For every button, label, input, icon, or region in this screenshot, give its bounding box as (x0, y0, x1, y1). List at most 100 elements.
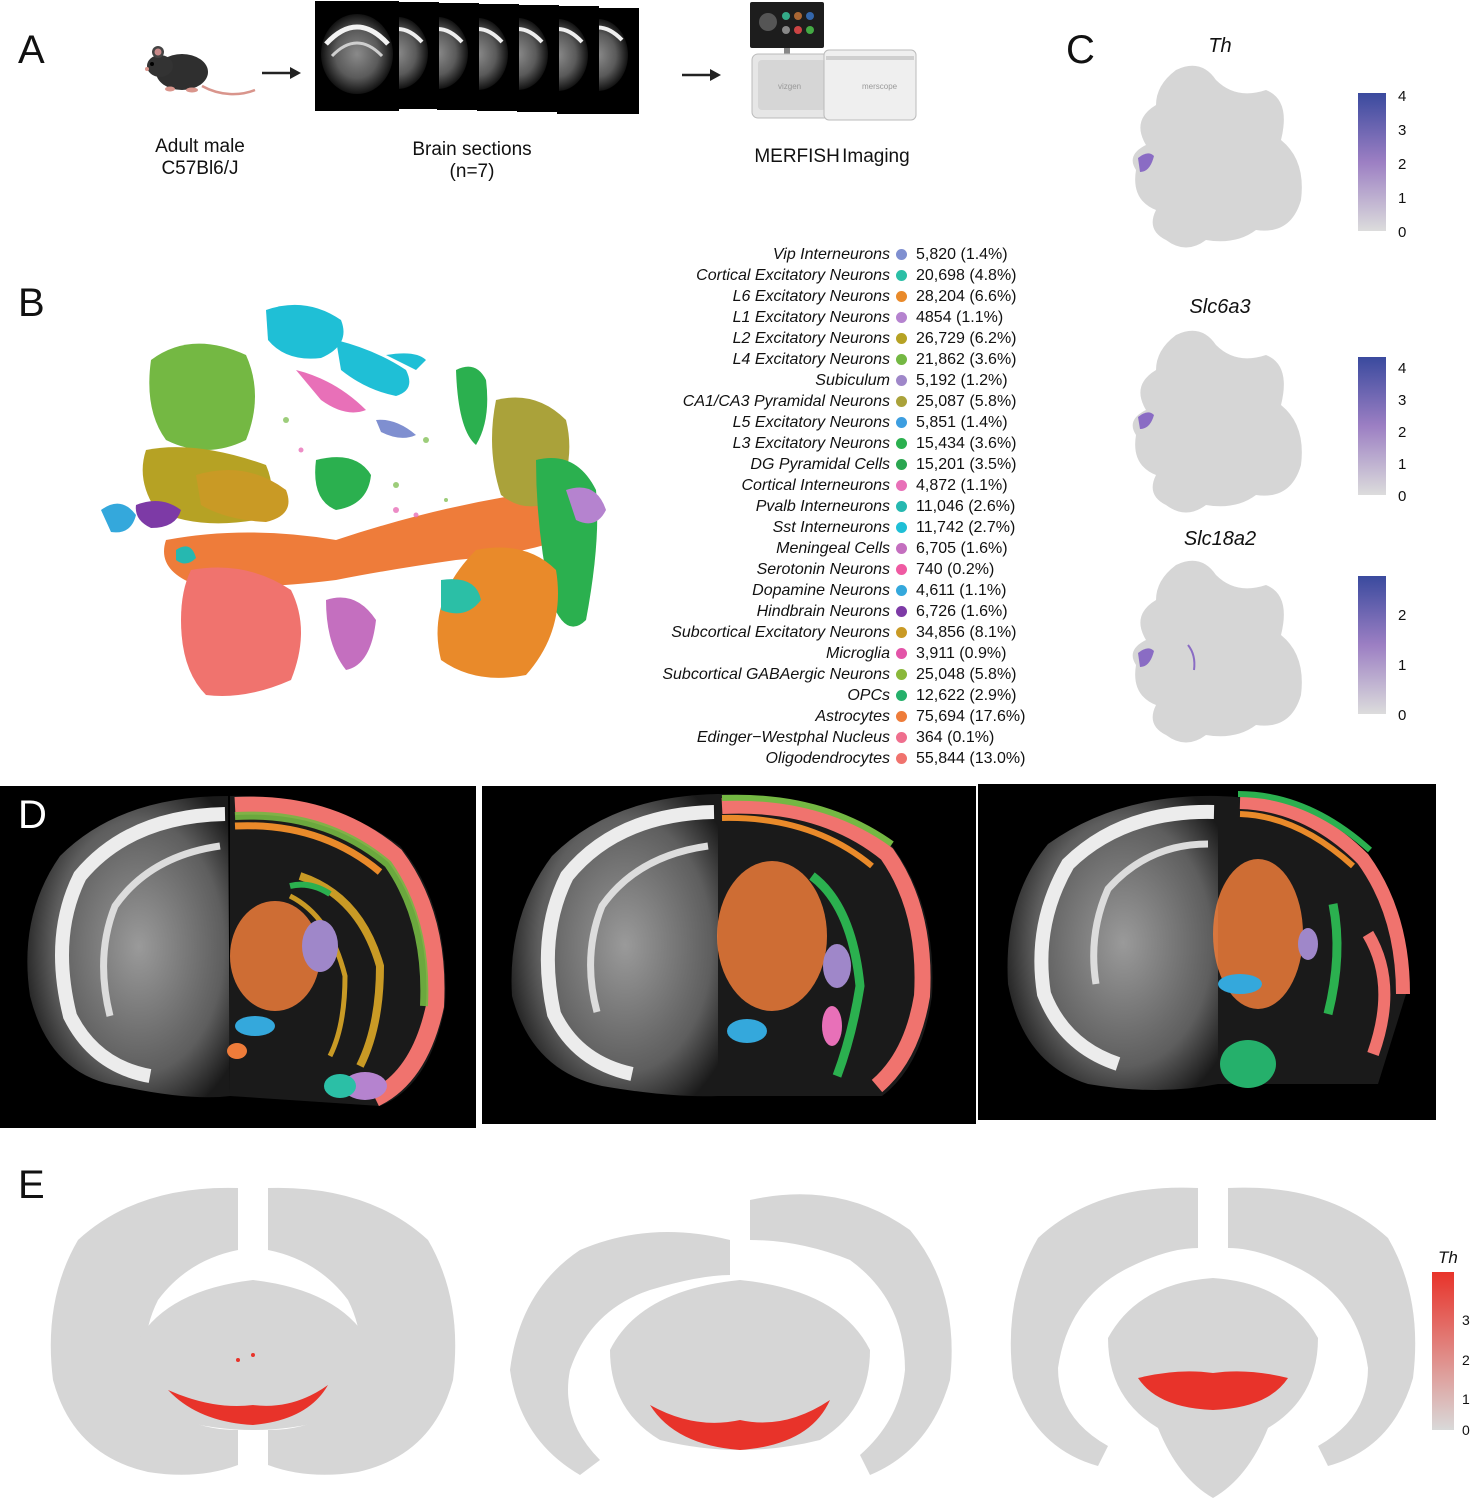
instrument-brand-right: merscope (862, 82, 898, 91)
legend-label: Vip Interneurons (772, 246, 890, 263)
legend-label: Subcortical GABAergic Neurons (662, 666, 890, 683)
legend-item: Serotonin Neurons 740 (0.2%) (700, 559, 1140, 580)
brain-atlas-overlay-1 (27, 795, 446, 1107)
mouse-caption-line2: C57Bl6/J (161, 158, 239, 179)
legend-count: 4,872 (1.1%) (916, 477, 1008, 494)
legend-label: Serotonin Neurons (756, 561, 890, 578)
panel-letter-c: C (1066, 28, 1095, 72)
arrow-icon (262, 67, 301, 79)
umap-cell-types (101, 304, 606, 696)
legend-swatch (896, 480, 907, 491)
legend-count: 75,694 (17.6%) (916, 708, 1026, 725)
legend-swatch (896, 270, 907, 281)
colorbar-tick: 1 (1398, 190, 1407, 207)
legend-swatch (896, 627, 907, 638)
colorbar-slc6a3 (1358, 357, 1386, 495)
legend-item: CA1/CA3 Pyramidal Neurons 25,087 (5.8%) (683, 391, 1140, 412)
colorbar-tick: 3 (1462, 1312, 1470, 1328)
colorbar-tick: 1 (1398, 456, 1407, 473)
legend-item: Vip Interneurons 5,820 (1.4%) (700, 244, 1140, 265)
legend-item: Subcortical Excitatory Neurons 34,856 (8… (671, 622, 1140, 643)
legend-swatch (896, 732, 907, 743)
panel-letter-a: A (18, 28, 45, 72)
mouse-illustration (145, 46, 256, 96)
legend-swatch (896, 753, 907, 764)
brain-atlas-overlay-3 (1007, 791, 1410, 1090)
arrow-icon (682, 69, 721, 81)
colorbar-tick: 1 (1398, 657, 1407, 674)
legend-item: L3 Excitatory Neurons 15,434 (3.6%) (700, 433, 1140, 454)
colorbar-tick: 0 (1398, 707, 1407, 724)
legend-label: Cortical Interneurons (741, 477, 890, 494)
merscope-instrument (750, 2, 917, 121)
legend-label: Edinger−Westphal Nucleus (696, 729, 890, 746)
legend-count: 4,611 (1.1%) (916, 582, 1007, 599)
legend-swatch (896, 333, 907, 344)
legend-count: 6,705 (1.6%) (916, 540, 1008, 557)
legend-count: 15,434 (3.6%) (916, 435, 1017, 452)
legend-swatch (896, 501, 907, 512)
colorbar-tick: 4 (1398, 360, 1407, 377)
legend-label: L6 Excitatory Neurons (732, 288, 890, 305)
legend-item: Hindbrain Neurons 6,726 (1.6%) (700, 601, 1140, 622)
legend-swatch (896, 354, 907, 365)
legend-count: 21,862 (3.6%) (916, 351, 1017, 368)
legend-count: 5,820 (1.4%) (916, 246, 1008, 263)
legend-item: Pvalb Interneurons 11,046 (2.6%) (700, 496, 1140, 517)
legend-item: Meningeal Cells 6,705 (1.6%) (700, 538, 1140, 559)
legend-count: 26,729 (6.2%) (916, 330, 1017, 347)
sections-caption-line1: Brain sections (412, 139, 532, 160)
umap-th-expression (1132, 65, 1302, 248)
brain-section-stack (315, 1, 639, 114)
legend-swatch (896, 711, 907, 722)
legend-item: Subcortical GABAergic Neurons 25,048 (5.… (662, 664, 1140, 685)
instrument-brand-left: vizgen (778, 82, 802, 91)
colorbar-tick: 3 (1398, 392, 1407, 409)
colorbar-th-red (1432, 1272, 1454, 1430)
colorbar-title-th: Th (1438, 1248, 1458, 1267)
colorbar-tick: 2 (1398, 156, 1407, 173)
legend-label: Astrocytes (815, 708, 890, 725)
legend-count: 15,201 (3.5%) (916, 456, 1017, 473)
legend-swatch (896, 648, 907, 659)
gene-title-slc6a3: Slc6a3 (1189, 296, 1251, 318)
umap-slc6a3-expression (1132, 330, 1302, 513)
cell-type-legend: Vip Interneurons 5,820 (1.4%) Cortical E… (662, 244, 1140, 772)
legend-item: Subiculum 5,192 (1.2%) (700, 370, 1140, 391)
legend-item: Microglia 3,911 (0.9%) (700, 643, 1140, 664)
legend-label: OPCs (847, 687, 890, 704)
legend-label: Dopamine Neurons (752, 582, 890, 599)
legend-item: DG Pyramidal Cells 15,201 (3.5%) (700, 454, 1140, 475)
legend-label: Hindbrain Neurons (756, 603, 890, 620)
colorbar-tick: 0 (1398, 488, 1407, 505)
legend-label: Subiculum (815, 372, 890, 389)
brain-atlas-overlay-2 (511, 794, 933, 1097)
legend-count: 4854 (1.1%) (916, 309, 1004, 326)
legend-swatch (896, 669, 907, 680)
spatial-th-expression-2 (510, 1194, 952, 1475)
legend-swatch (896, 459, 907, 470)
legend-label: Subcortical Excitatory Neurons (671, 624, 890, 641)
colorbar-tick: 1 (1462, 1391, 1470, 1407)
colorbar-tick: 0 (1462, 1422, 1470, 1438)
legend-count: 5,851 (1.4%) (916, 414, 1008, 431)
legend-count: 364 (0.1%) (916, 729, 995, 746)
mouse-caption-line1: Adult male (155, 136, 245, 157)
legend-swatch (896, 564, 907, 575)
colorbar-tick: 2 (1398, 424, 1407, 441)
legend-count: 12,622 (2.9%) (916, 687, 1017, 704)
legend-label: CA1/CA3 Pyramidal Neurons (682, 393, 890, 410)
legend-item: L6 Excitatory Neurons 28,204 (6.6%) (700, 286, 1140, 307)
panel-letter-b: B (18, 281, 45, 325)
legend-label: DG Pyramidal Cells (750, 456, 890, 473)
legend-label: Pvalb Interneurons (755, 498, 890, 515)
legend-item: Cortical Excitatory Neurons 20,698 (4.8%… (696, 265, 1140, 286)
legend-count: 740 (0.2%) (916, 561, 995, 578)
legend-label: L1 Excitatory Neurons (732, 309, 890, 326)
legend-count: 3,911 (0.9%) (916, 645, 1007, 662)
legend-count: 28,204 (6.6%) (916, 288, 1017, 305)
imaging-caption: MERFISH Imaging (754, 146, 910, 167)
colorbar-slc18a2 (1358, 576, 1386, 714)
legend-count: 25,048 (5.8%) (916, 666, 1017, 683)
legend-item: L4 Excitatory Neurons 21,862 (3.6%) (700, 349, 1140, 370)
